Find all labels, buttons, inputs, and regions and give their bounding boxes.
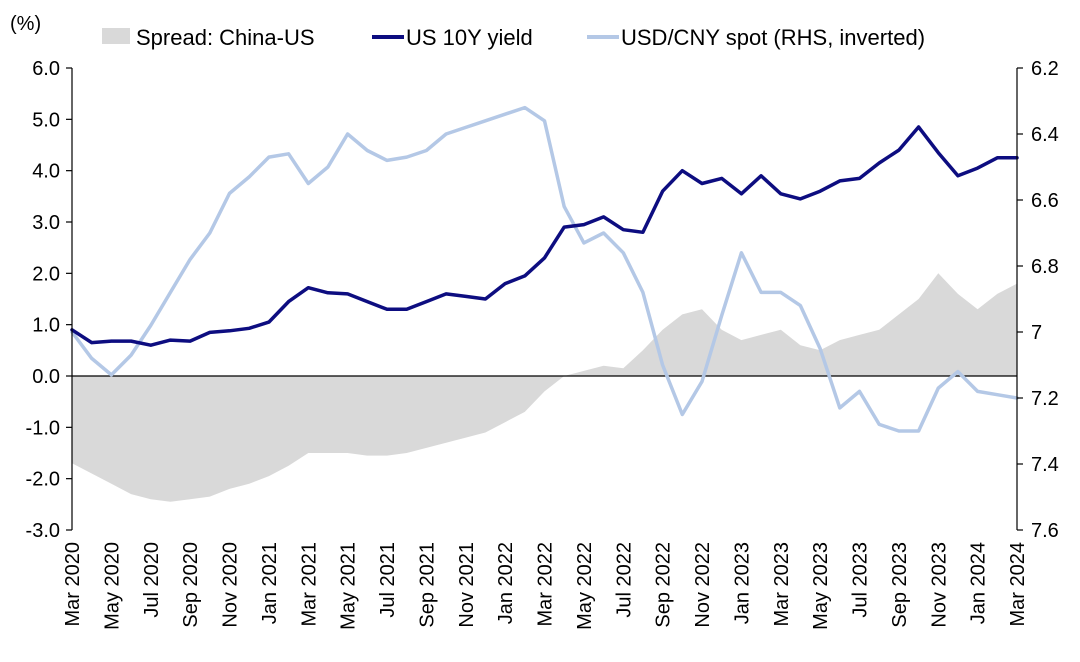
x-axis-tick-label: Jan 2021 [259, 542, 281, 624]
series-lines-layer [70, 105, 1019, 433]
left-axis-tick-label: 5.0 [32, 109, 60, 131]
x-axis-tick-label: Mar 2024 [1007, 542, 1029, 627]
left-axis-tick-label: 2.0 [32, 263, 60, 285]
right-axis-tick-label: 7.4 [1031, 454, 1059, 476]
x-axis-tick-label: May 2020 [101, 542, 123, 630]
x-axis-tick-label: Sep 2022 [653, 542, 675, 628]
spread-area-layer [72, 273, 1017, 502]
legend-label-spread: Spread: China-US [136, 25, 315, 50]
us10y-line [70, 125, 1019, 347]
left-axis-tick-label: 3.0 [32, 212, 60, 234]
right-axis-tick-label: 6.2 [1031, 58, 1059, 80]
right-axis-tick-label: 6.4 [1031, 124, 1059, 146]
left-axis-tick-label: 1.0 [32, 315, 60, 337]
x-axis-tick-label: Sep 2021 [416, 542, 438, 628]
x-axis-tick-label: May 2023 [810, 542, 832, 630]
x-axis-tick-label: Jan 2022 [495, 542, 517, 624]
spread-area [72, 273, 1017, 502]
right-axis-tick-label: 6.8 [1031, 256, 1059, 278]
axes-layer: 6.0 5.0 4.0 3.0 2.0 1.0 0.0 -1.0 -2.0 -3.0 (%) 6.2 6… [10, 13, 1059, 630]
left-axis-tick-label: -3.0 [26, 520, 60, 542]
legend: Spread: China-US US 10Y yield USD/CNY spot… [102, 25, 925, 50]
x-axis-tick-label: Jul 2022 [613, 542, 635, 618]
x-axis-tick-label: May 2022 [574, 542, 596, 630]
left-axis-tick-label: -2.0 [26, 469, 60, 491]
legend-label-us10y: US 10Y yield [406, 25, 533, 50]
right-axis-tick-label: 7 [1031, 322, 1042, 344]
legend-label-usdcny: USD/CNY spot (RHS, inverted) [621, 25, 925, 50]
x-axis-tick-label: Mar 2022 [535, 542, 557, 627]
left-axis-tick-label: 6.0 [32, 58, 60, 80]
left-axis-unit-label: (%) [10, 13, 41, 35]
x-axis-tick-label: Jul 2023 [850, 542, 872, 618]
x-axis-tick-label: Jul 2021 [377, 542, 399, 618]
right-axis-tick-label: 7.2 [1031, 388, 1059, 410]
right-axis-tick-label: 7.6 [1031, 520, 1059, 542]
usdcny-line [70, 105, 1019, 433]
x-axis-tick-label: Jan 2024 [968, 542, 990, 624]
left-axis-tick-label: -1.0 [26, 417, 60, 439]
left-axis-tick-label: 0.0 [32, 366, 60, 388]
x-axis-tick-label: Jul 2020 [141, 542, 163, 618]
x-axis-tick-label: Sep 2020 [180, 542, 202, 628]
left-axis-tick-label: 4.0 [32, 161, 60, 183]
x-axis-tick-label: Mar 2021 [298, 542, 320, 627]
x-axis-tick-label: Nov 2023 [928, 542, 950, 628]
x-axis-tick-label: Jan 2023 [731, 542, 753, 624]
legend-swatch-spread [102, 28, 130, 44]
x-axis-tick-label: Nov 2020 [220, 542, 242, 628]
x-axis-tick-label: May 2021 [338, 542, 360, 630]
x-axis-tick-label: Nov 2022 [692, 542, 714, 628]
x-axis-tick-label: Nov 2021 [456, 542, 478, 628]
x-axis-tick-label: Sep 2023 [889, 542, 911, 628]
x-axis-tick-label: Mar 2020 [62, 542, 84, 627]
right-axis-tick-label: 6.6 [1031, 190, 1059, 212]
x-axis-tick-label: Mar 2023 [771, 542, 793, 627]
